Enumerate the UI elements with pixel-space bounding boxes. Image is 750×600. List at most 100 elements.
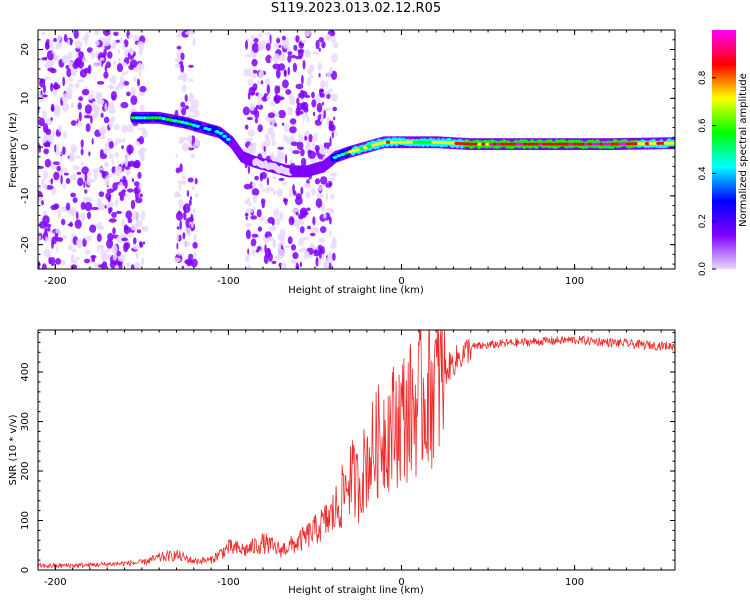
spectrogram-ridge-core: [625, 142, 631, 146]
spectrogram-noise-blob: [125, 210, 133, 220]
spectrogram-noise-blob: [245, 212, 249, 217]
y-tick-label: -10: [20, 188, 31, 204]
spectrogram-noise-blob: [188, 134, 193, 144]
spectrogram-noise-blob: [130, 264, 135, 269]
spectrogram-ridge-core: [561, 142, 566, 146]
spectrogram-noise-blob: [271, 139, 276, 147]
spectrogram-noise-blob: [305, 94, 311, 99]
colorbar-label: Normalized spectral amplitude: [738, 73, 749, 227]
spectrogram-noise-blob: [115, 85, 120, 93]
spectrogram-noise-blob: [287, 106, 293, 116]
spectrogram-noise-blob: [273, 94, 281, 104]
spectrogram-noise-blob: [121, 189, 127, 193]
spectrogram-noise-blob: [270, 152, 275, 161]
spectrogram-noise-blob: [77, 102, 82, 110]
x-tick-label: 0: [398, 276, 404, 287]
spectrogram-noise-blob: [267, 216, 275, 224]
spectrogram-noise-blob: [93, 262, 99, 268]
spectrogram-noise-blob: [308, 74, 314, 78]
spectrogram-noise-blob: [98, 37, 105, 41]
spectrogram-noise-blob: [130, 95, 138, 106]
spectrogram-ridge-core: [637, 142, 643, 146]
spectrogram-noise-blob: [50, 178, 54, 185]
spectrogram-noise-blob: [110, 91, 117, 101]
snr-ticks: -200 -100 0 100 0 100 200 300 400: [20, 330, 675, 588]
spectrogram-noise-blob: [141, 256, 145, 266]
spectrogram-noise-blob: [266, 187, 275, 192]
spectrogram-noise-blob: [306, 207, 311, 211]
spectrogram-noise-blob: [181, 84, 187, 93]
spectrogram-noise-blob: [290, 54, 297, 59]
spectrogram-noise-blob: [117, 49, 121, 55]
spectrogram-ridge-core: [130, 116, 136, 120]
spectrogram-ridge-core: [382, 140, 387, 144]
spectrogram-noise-blob: [43, 248, 51, 258]
spectrogram-noise-blob: [76, 171, 82, 175]
spectrogram-ridge-core: [545, 142, 551, 146]
spectrogram-noise-blob: [139, 147, 147, 153]
spectrogram-noise-blob: [38, 261, 41, 269]
spectrogram-noise-blob: [333, 116, 336, 121]
spectrogram-ridge-core: [553, 142, 559, 146]
spectrogram-noise-blob: [325, 142, 331, 148]
spectrogram-noise-blob: [247, 248, 250, 255]
x-tick-label: 100: [565, 276, 584, 287]
spectrogram-noise-blob: [115, 138, 123, 144]
spectrogram-noise-blob: [253, 37, 259, 43]
spectrogram-noise-blob: [118, 261, 123, 269]
spectrogram-noise-blob: [314, 227, 319, 234]
spectrogram-noise-blob: [266, 187, 269, 194]
spectrogram-noise-blob: [94, 40, 100, 46]
spectrogram-ridge-core: [641, 142, 646, 146]
spectrogram-noise-blob: [257, 226, 263, 232]
spectrogram-ridge-core: [191, 123, 197, 127]
spectrogram-noise-blob: [289, 126, 297, 134]
spectrogram-noise-blob: [112, 252, 117, 261]
spectrogram-noise-blob: [70, 120, 77, 126]
spectrogram-noise-blob: [285, 89, 292, 95]
y-tick-label: -20: [20, 236, 31, 252]
spectrogram-noise-blob: [65, 87, 73, 95]
spectrogram-ridge-core: [225, 137, 231, 141]
spectrogram-noise-blob: [43, 170, 48, 180]
spectrogram-noise-blob: [326, 71, 331, 78]
spectrogram-ridge-core: [423, 140, 429, 144]
spectrogram-noise-blob: [51, 236, 58, 245]
spectrogram-noise-blob: [265, 42, 271, 51]
spectrogram-noise-blob: [74, 40, 83, 49]
spectrogram-noise-blob: [318, 47, 321, 52]
spectrogram-noise-blob: [246, 208, 254, 214]
spectrogram-noise-blob: [61, 218, 66, 226]
spectrogram-noise-blob: [39, 48, 43, 53]
spectrogram-noise-blob: [189, 143, 193, 149]
spectrogram-noise-blob: [50, 204, 58, 211]
spectrogram-noise-blob: [245, 223, 252, 227]
spectrogram-noise-blob: [278, 109, 286, 119]
spectrogram-noise-blob: [111, 211, 117, 218]
spectrogram-ridge-core: [172, 119, 178, 123]
spectrogram-noise-blob: [118, 191, 126, 197]
spectrogram-noise-blob: [283, 134, 287, 143]
spectrogram-ridge-core: [416, 140, 422, 144]
spectrogram-noise-blob: [286, 136, 290, 145]
spectrogram-ridge-core: [142, 116, 148, 120]
spectrogram-noise-blob: [96, 225, 105, 231]
spectrogram-noise-blob: [42, 109, 47, 120]
colorbar-tick-label: 0.4: [698, 166, 708, 181]
spectrogram-noise-blob: [114, 169, 122, 177]
spectrogram-noise-blob: [318, 73, 321, 78]
spectrogram-noise-blob: [138, 48, 144, 56]
spectrogram-noise-blob: [270, 57, 273, 63]
spectrogram-noise-blob: [55, 228, 59, 234]
spectrogram-noise-blob: [303, 183, 312, 189]
spectrogram-noise-blob: [275, 68, 281, 79]
spectrogram-noise-blob: [124, 157, 129, 168]
spectrogram-noise-blob: [294, 196, 303, 206]
spectrogram-noise-blob: [108, 218, 117, 223]
spectrogram-noise-blob: [61, 54, 69, 64]
spectrogram-noise-blob: [276, 37, 281, 44]
colorbar-tick-label: 0.2: [698, 214, 708, 228]
spectrogram-noise-blob: [192, 99, 199, 110]
spectrogram-noise-blob: [256, 246, 262, 251]
